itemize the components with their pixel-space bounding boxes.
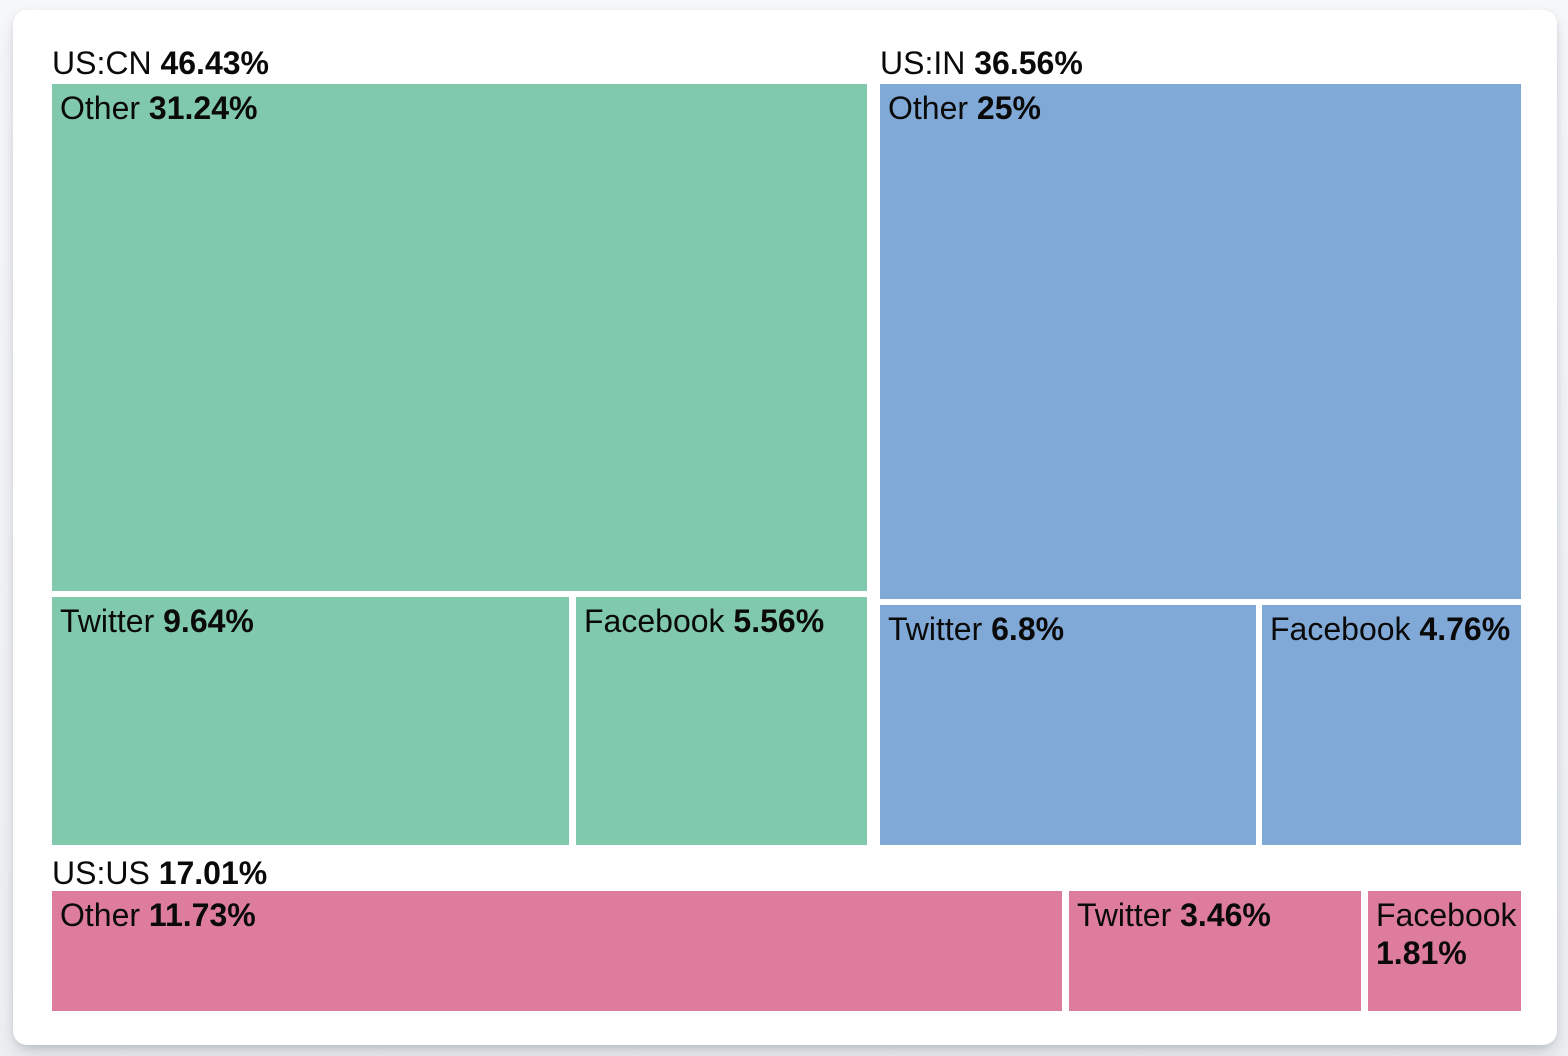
group-value: 46.43% bbox=[160, 45, 269, 81]
cell-name: Other bbox=[60, 897, 141, 933]
cell-name: Twitter bbox=[60, 603, 155, 639]
treemap-cell-us-in-other[interactable]: Other 25% bbox=[880, 84, 1521, 599]
treemap-cell-us-us-facebook[interactable]: Facebook 1.81% bbox=[1368, 891, 1521, 1011]
group-value: 36.56% bbox=[974, 45, 1083, 81]
cell-value: 25% bbox=[976, 90, 1041, 126]
treemap-cell-us-cn-other[interactable]: Other 31.24% bbox=[52, 84, 867, 591]
cell-value: 9.64% bbox=[163, 603, 254, 639]
cell-value: 4.76% bbox=[1419, 611, 1511, 647]
cell-name: Facebook bbox=[1376, 897, 1517, 933]
treemap-cell-us-us-twitter[interactable]: Twitter 3.46% bbox=[1069, 891, 1361, 1011]
group-header-us-cn: US:CN 46.43% bbox=[52, 44, 269, 82]
group-name: US:CN bbox=[52, 45, 152, 81]
group-header-us-in: US:IN 36.56% bbox=[880, 44, 1083, 82]
group-value: 17.01% bbox=[158, 855, 268, 891]
treemap-cell-us-in-facebook[interactable]: Facebook 4.76% bbox=[1262, 605, 1521, 845]
group-name: US:IN bbox=[880, 45, 966, 81]
group-header-us-us: US:US 17.01% bbox=[52, 854, 267, 892]
cell-name: Facebook bbox=[584, 603, 725, 639]
cell-name: Other bbox=[888, 90, 969, 126]
treemap-cell-us-in-twitter[interactable]: Twitter 6.8% bbox=[880, 605, 1256, 845]
cell-value: 5.56% bbox=[733, 603, 825, 639]
cell-value: 6.8% bbox=[991, 611, 1065, 647]
cell-name: Facebook bbox=[1270, 611, 1411, 647]
cell-value: 31.24% bbox=[148, 90, 258, 126]
treemap-cell-us-cn-twitter[interactable]: Twitter 9.64% bbox=[52, 597, 569, 845]
chart-card: US:CN 46.43% Other 31.24% Twitter 9.64% … bbox=[13, 10, 1557, 1045]
cell-value: 3.46% bbox=[1180, 897, 1271, 933]
cell-name: Twitter bbox=[888, 611, 983, 647]
cell-value: 11.73% bbox=[148, 897, 256, 933]
cell-value: 1.81% bbox=[1376, 935, 1467, 971]
cell-name: Twitter bbox=[1077, 897, 1172, 933]
treemap-cell-us-cn-facebook[interactable]: Facebook 5.56% bbox=[576, 597, 867, 845]
cell-name: Other bbox=[60, 90, 141, 126]
group-name: US:US bbox=[52, 855, 150, 891]
treemap-cell-us-us-other[interactable]: Other 11.73% bbox=[52, 891, 1062, 1011]
